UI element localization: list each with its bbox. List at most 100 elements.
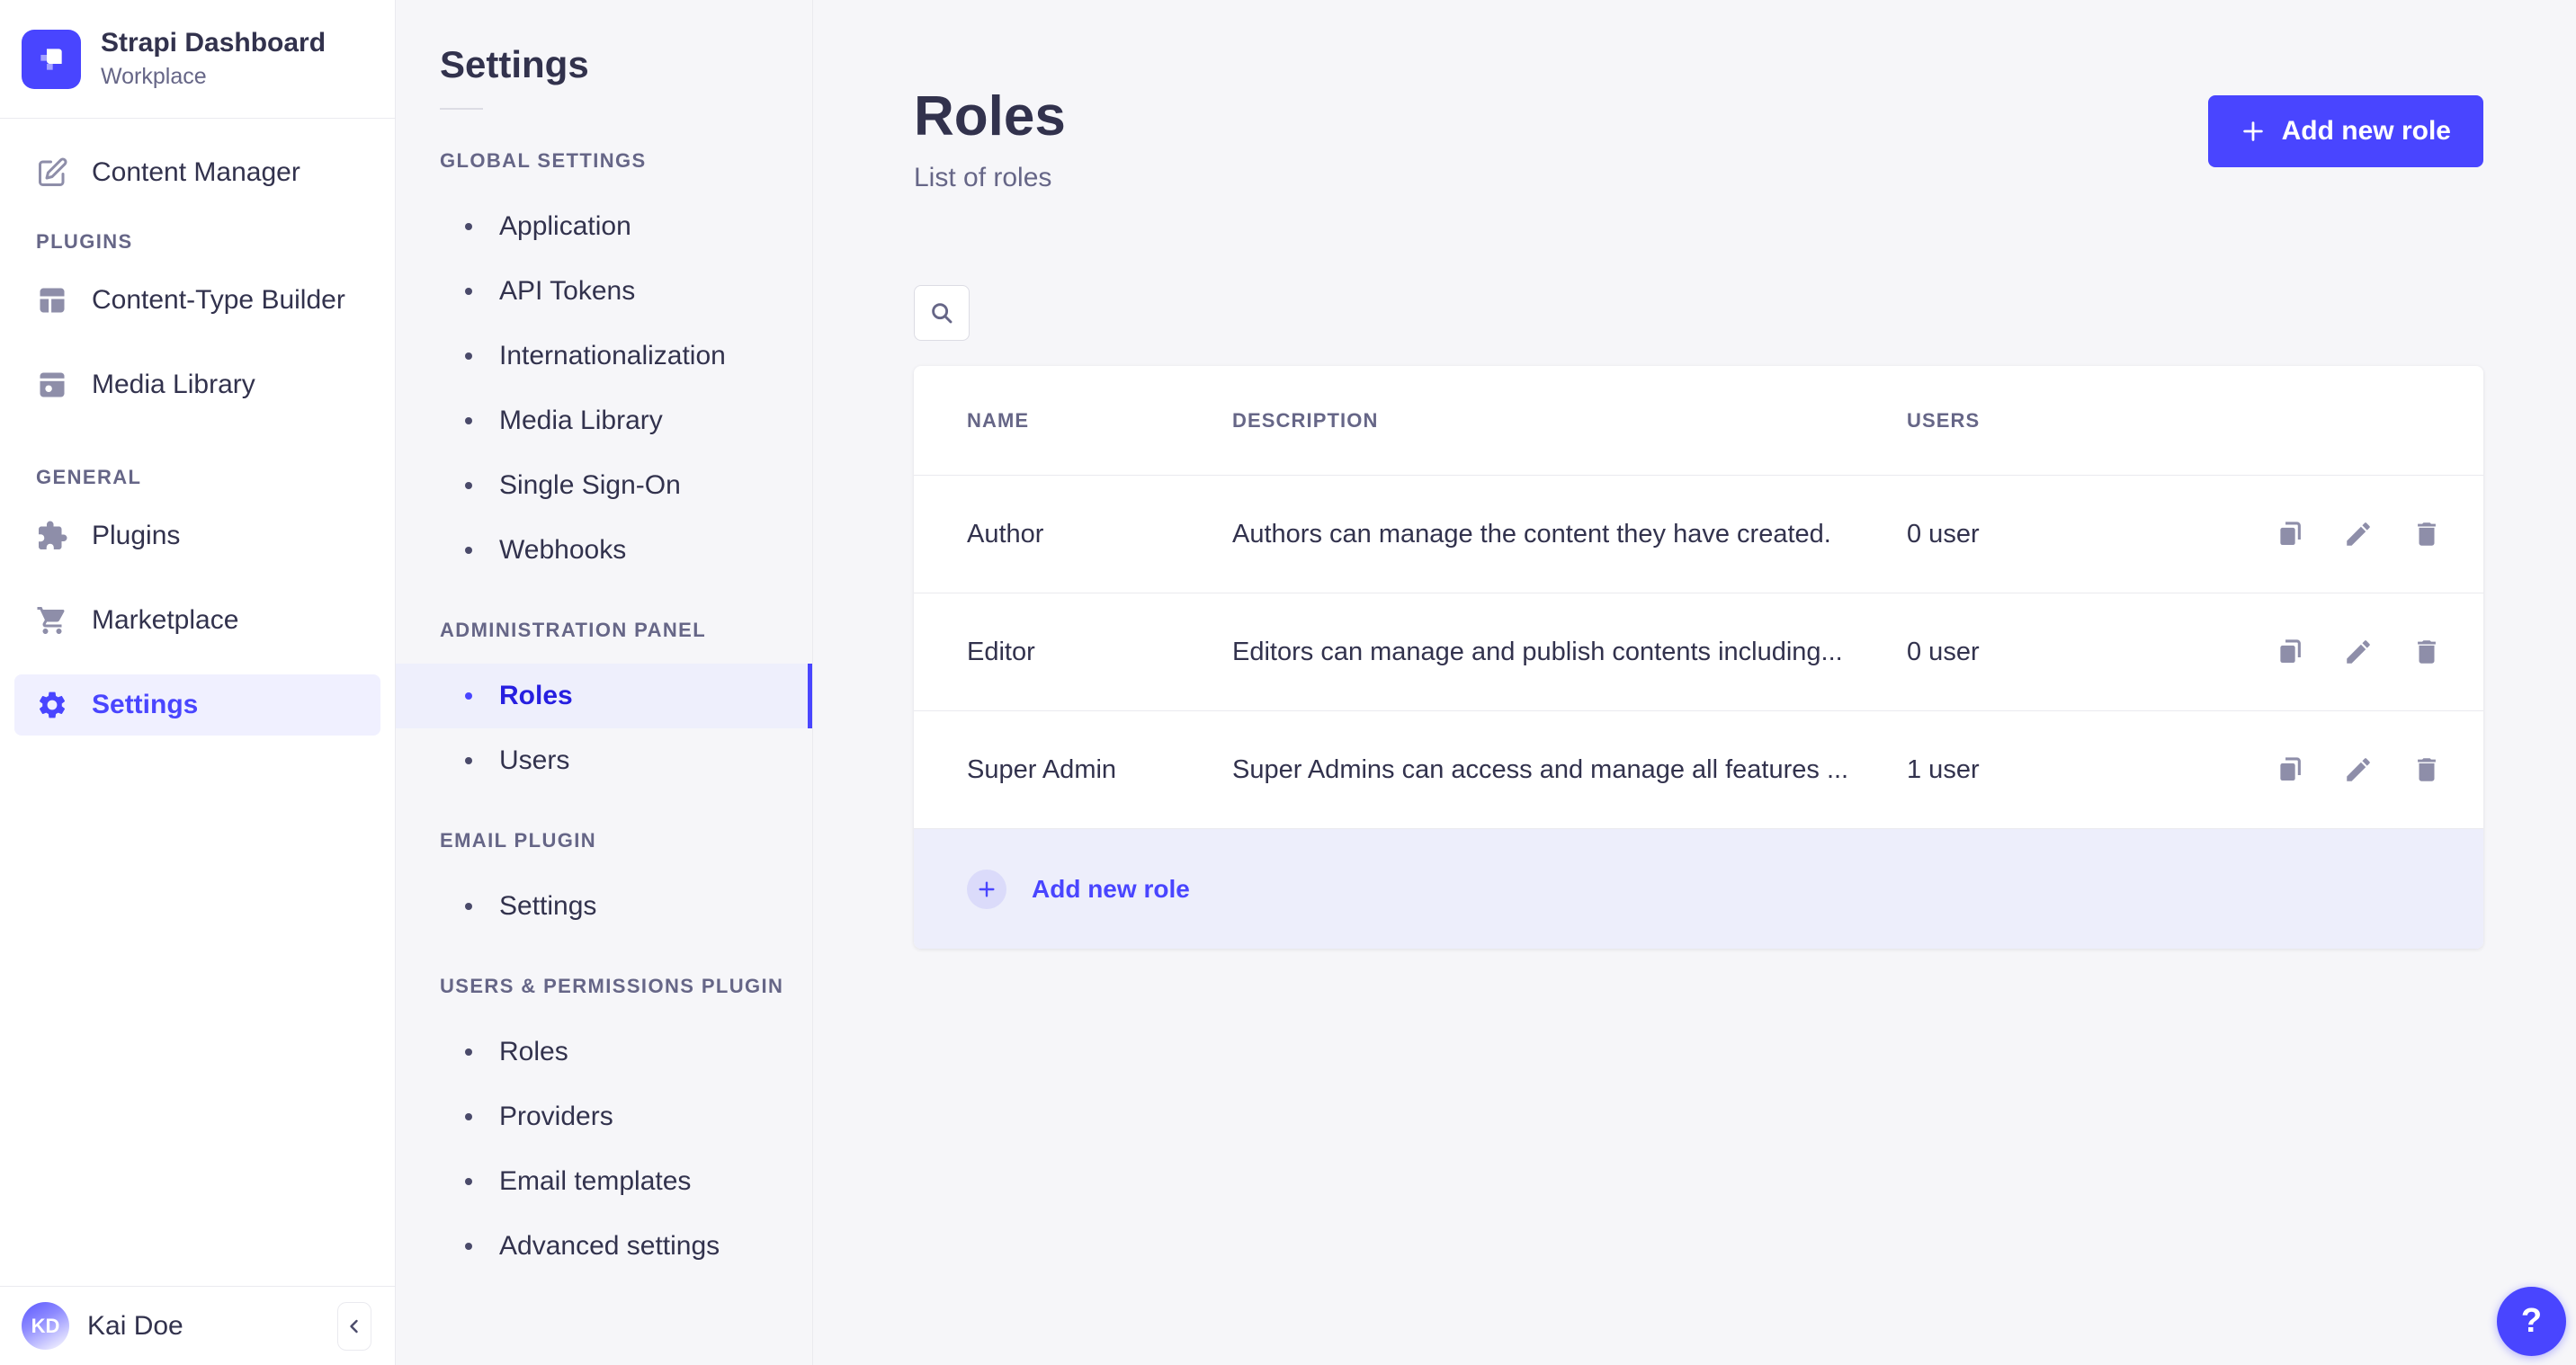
edit-role-button[interactable]	[2343, 754, 2374, 785]
bullet-icon	[465, 1113, 472, 1120]
subnav-item-providers[interactable]: Providers	[396, 1084, 812, 1149]
settings-subnav: Settings GLOBAL SETTINGS Application API…	[396, 0, 813, 1365]
subnav-list-users-permissions: Roles Providers Email templates Advanced…	[396, 1020, 812, 1279]
sidebar-item-content-manager[interactable]: Content Manager	[14, 142, 380, 203]
subnav-section-users-permissions: USERS & PERMISSIONS PLUGIN	[440, 975, 784, 997]
subnav-item-up-roles[interactable]: Roles	[396, 1020, 812, 1084]
sidebar-section-plugins: PLUGINS	[36, 230, 133, 253]
brand-text: Strapi Dashboard Workplace	[101, 28, 326, 90]
sidebar-item-label: Content Manager	[92, 157, 300, 187]
subnav-item-email-settings[interactable]: Settings	[396, 874, 812, 939]
bullet-icon	[465, 417, 472, 424]
bullet-icon	[465, 288, 472, 295]
sidebar-item-label: Media Library	[92, 370, 255, 399]
add-new-role-button-label: Add new role	[2281, 116, 2451, 146]
bullet-icon	[465, 352, 472, 360]
sidebar-item-content-type-builder[interactable]: Content-Type Builder	[14, 270, 380, 331]
trash-icon	[2418, 640, 2436, 664]
main-content: Roles List of roles Add new role NAME DE…	[813, 0, 2576, 1365]
edit-role-button[interactable]	[2343, 637, 2374, 667]
role-users-count: 0 user	[1907, 637, 1980, 666]
pencil-icon	[2347, 758, 2370, 781]
subnav-item-label: Email templates	[499, 1166, 692, 1196]
duplicate-icon	[2280, 522, 2301, 546]
duplicate-role-button[interactable]	[2275, 519, 2305, 549]
user-menu[interactable]: KD Kai Doe	[22, 1302, 183, 1350]
duplicate-icon	[2280, 639, 2301, 664]
subnav-title: Settings	[440, 43, 589, 85]
subnav-item-label: API Tokens	[499, 276, 636, 306]
subnav-item-label: Webhooks	[499, 535, 627, 565]
subnav-item-webhooks[interactable]: Webhooks	[396, 518, 812, 583]
subnav-item-advanced-settings[interactable]: Advanced settings	[396, 1214, 812, 1279]
content-type-builder-icon	[40, 288, 65, 313]
bullet-icon	[465, 1243, 472, 1250]
sidebar-item-media-library[interactable]: Media Library	[14, 354, 380, 415]
bullet-icon	[465, 1048, 472, 1056]
delete-role-button[interactable]	[2411, 637, 2442, 667]
role-name: Super Admin	[967, 754, 1117, 784]
pencil-icon	[2347, 640, 2370, 664]
content-manager-icon	[39, 157, 67, 186]
table-row[interactable]: Editor Editors can manage and publish co…	[914, 593, 2483, 710]
subnav-item-users[interactable]: Users	[396, 728, 812, 793]
duplicate-role-button[interactable]	[2275, 637, 2305, 667]
plugins-icon	[39, 521, 67, 549]
table-row[interactable]: Super Admin Super Admins can access and …	[914, 710, 2483, 828]
edit-role-button[interactable]	[2343, 519, 2374, 549]
page-title: Roles	[914, 85, 1066, 147]
role-name: Author	[967, 519, 1044, 549]
role-description: Super Admins can access and manage all f…	[1232, 754, 1849, 784]
help-button[interactable]: ?	[2497, 1287, 2566, 1356]
strapi-logo-icon	[22, 29, 81, 89]
subnav-item-api-tokens[interactable]: API Tokens	[396, 259, 812, 324]
subnav-item-application[interactable]: Application	[396, 194, 812, 259]
subnav-item-label: Application	[499, 211, 631, 241]
subnav-item-media-library[interactable]: Media Library	[396, 388, 812, 453]
subnav-item-label: Media Library	[499, 406, 663, 435]
add-new-role-button[interactable]: Add new role	[2207, 95, 2483, 167]
subnav-item-label: Internationalization	[499, 341, 726, 370]
subnav-section-global-settings: GLOBAL SETTINGS	[440, 149, 647, 172]
search-icon	[932, 303, 953, 324]
media-library-icon	[40, 372, 65, 397]
table-row[interactable]: Author Authors can manage the content th…	[914, 475, 2483, 593]
sidebar-nav: Content Manager PLUGINS Content-Type Bui…	[0, 119, 395, 1286]
column-header-name: NAME	[967, 408, 1030, 432]
sidebar-item-plugins[interactable]: Plugins	[14, 505, 380, 567]
avatar: KD	[22, 1302, 69, 1350]
delete-role-button[interactable]	[2411, 754, 2442, 785]
gear-icon	[39, 691, 66, 718]
bullet-icon	[465, 692, 472, 700]
sidebar-item-marketplace[interactable]: Marketplace	[14, 590, 380, 651]
column-header-users: USERS	[1907, 408, 1981, 432]
bullet-icon	[465, 547, 472, 554]
brand: Strapi Dashboard Workplace	[0, 0, 395, 119]
delete-role-button[interactable]	[2411, 519, 2442, 549]
subnav-item-label: Advanced settings	[499, 1231, 720, 1261]
row-actions	[2217, 754, 2442, 785]
workspace-subtitle: Workplace	[101, 63, 207, 89]
table-add-new-role-button[interactable]: Add new role	[914, 828, 2483, 949]
search-button[interactable]	[914, 285, 970, 341]
subnav-item-single-sign-on[interactable]: Single Sign-On	[396, 453, 812, 518]
sidebar-item-settings[interactable]: Settings	[14, 674, 380, 736]
subnav-item-label: Roles	[499, 1037, 568, 1066]
workspace-title: Strapi Dashboard	[101, 28, 326, 58]
bullet-icon	[465, 757, 472, 764]
page-subtitle: List of roles	[914, 163, 1052, 192]
bullet-icon	[465, 223, 472, 230]
subnav-item-email-templates[interactable]: Email templates	[396, 1149, 812, 1214]
subnav-item-label: Users	[499, 745, 570, 775]
column-header-description: DESCRIPTION	[1232, 408, 1379, 432]
collapse-sidebar-button[interactable]	[337, 1301, 371, 1351]
subnav-item-internationalization[interactable]: Internationalization	[396, 324, 812, 388]
subnav-item-roles[interactable]: Roles	[396, 664, 812, 728]
sidebar-footer: KD Kai Doe	[0, 1286, 395, 1365]
sidebar-item-label: Settings	[92, 690, 199, 719]
sidebar-item-label: Plugins	[92, 521, 181, 550]
subnav-item-label: Roles	[499, 681, 573, 710]
trash-icon	[2418, 522, 2436, 546]
duplicate-role-button[interactable]	[2275, 754, 2305, 785]
